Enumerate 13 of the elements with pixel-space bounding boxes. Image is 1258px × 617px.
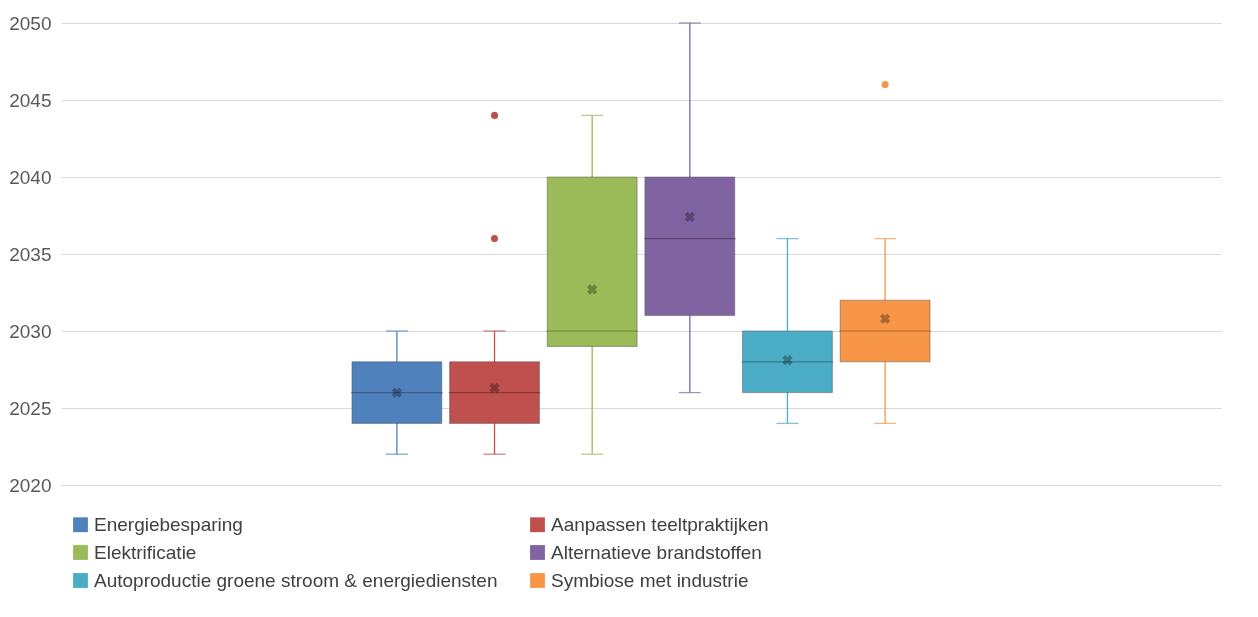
legend-label: Alternatieve brandstoffen xyxy=(551,541,762,563)
legend-label: Elektrificatie xyxy=(94,541,197,563)
y-tick-label: 2045 xyxy=(9,89,52,111)
legend-label: Aanpassen teeltpraktijken xyxy=(551,513,769,535)
legend-label: Symbiose met industrie xyxy=(551,569,749,591)
legend-label: Energiebesparing xyxy=(94,513,243,535)
y-tick-label: 2020 xyxy=(9,474,52,496)
y-tick-label: 2025 xyxy=(9,397,52,419)
y-tick-label: 2035 xyxy=(9,243,52,265)
y-tick-label: 2030 xyxy=(9,320,52,342)
y-tick-label: 2050 xyxy=(9,12,52,34)
legend-label: Autoproductie groene stroom & energiediensten xyxy=(94,569,498,591)
y-tick-label: 2040 xyxy=(9,166,52,188)
